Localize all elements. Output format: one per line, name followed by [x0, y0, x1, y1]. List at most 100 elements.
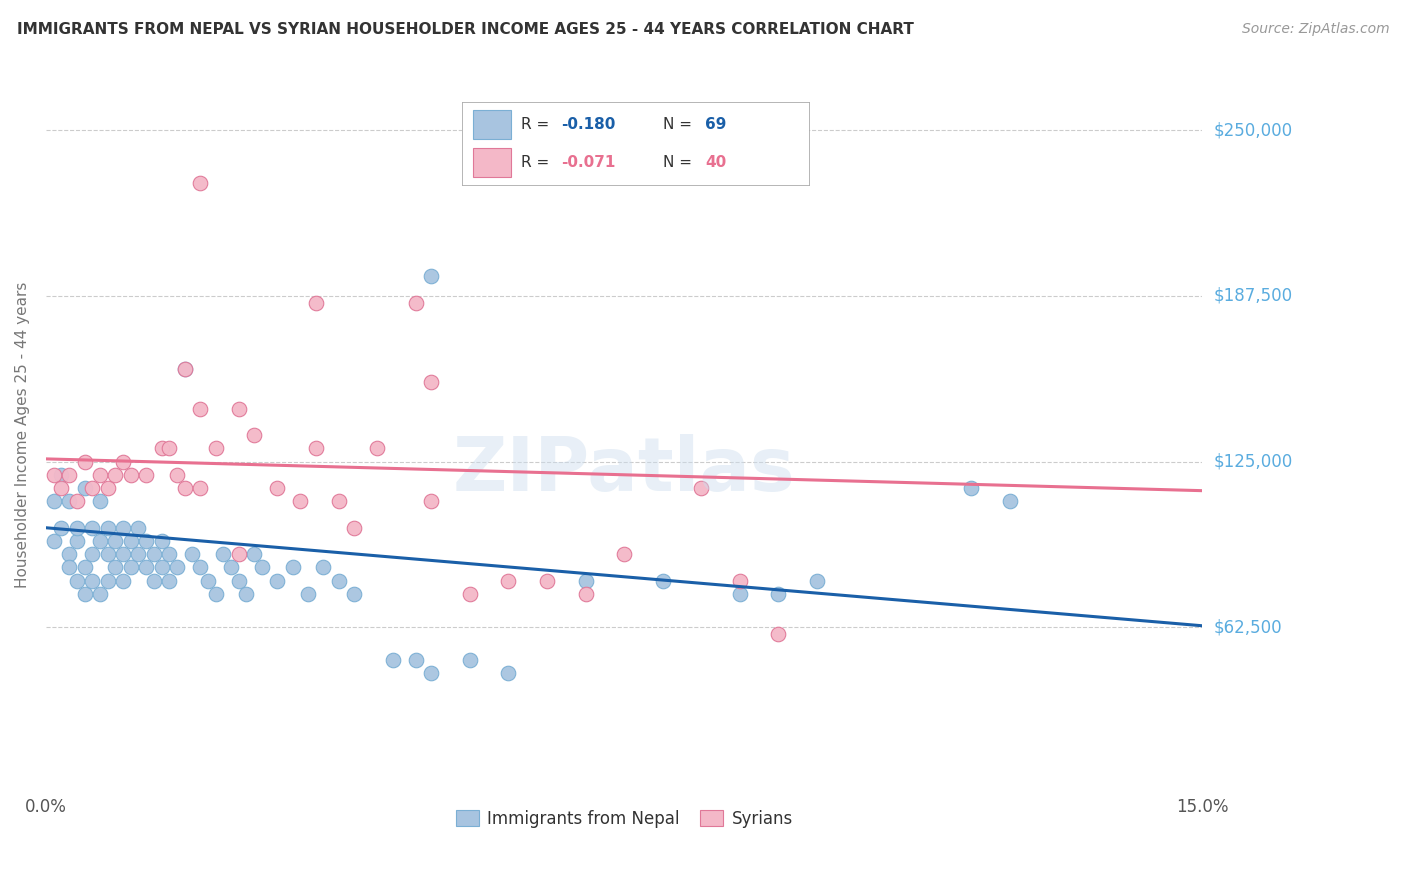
Point	[104, 560, 127, 574]
Point	[328, 574, 350, 588]
Point	[97, 521, 120, 535]
Point	[89, 587, 111, 601]
Point	[58, 494, 80, 508]
Point	[66, 521, 89, 535]
Point	[405, 653, 427, 667]
Point	[142, 547, 165, 561]
Point	[366, 442, 388, 456]
Point	[343, 587, 366, 601]
Point	[690, 481, 713, 495]
Point	[73, 454, 96, 468]
Point	[66, 494, 89, 508]
Point	[574, 587, 596, 601]
Point	[82, 574, 104, 588]
Point	[420, 494, 443, 508]
Point	[219, 560, 242, 574]
Point	[73, 481, 96, 495]
Point	[142, 574, 165, 588]
Point	[536, 574, 558, 588]
Point	[281, 560, 304, 574]
Point	[574, 574, 596, 588]
Point	[150, 560, 173, 574]
Point	[243, 547, 266, 561]
Point	[97, 481, 120, 495]
Point	[51, 481, 73, 495]
Point	[150, 442, 173, 456]
Point	[73, 587, 96, 601]
Text: $187,500: $187,500	[1213, 287, 1292, 305]
Point	[305, 295, 328, 310]
Point	[998, 494, 1021, 508]
Text: Source: ZipAtlas.com: Source: ZipAtlas.com	[1241, 22, 1389, 37]
Point	[305, 442, 328, 456]
Point	[420, 269, 443, 284]
Point	[458, 587, 481, 601]
Point	[82, 521, 104, 535]
Point	[243, 428, 266, 442]
Point	[127, 547, 149, 561]
Point	[806, 574, 828, 588]
Point	[120, 560, 142, 574]
Point	[768, 587, 790, 601]
Point	[228, 401, 250, 416]
Point	[266, 574, 288, 588]
Point	[112, 521, 135, 535]
Point	[613, 547, 636, 561]
Point	[66, 534, 89, 549]
Point	[173, 361, 195, 376]
Text: ZIPatlas: ZIPatlas	[453, 434, 796, 508]
Point	[66, 574, 89, 588]
Point	[328, 494, 350, 508]
Point	[112, 574, 135, 588]
Point	[127, 521, 149, 535]
Text: $125,000: $125,000	[1213, 452, 1292, 471]
Point	[498, 666, 520, 681]
Point	[104, 534, 127, 549]
Point	[188, 401, 211, 416]
Point	[420, 666, 443, 681]
Point	[166, 560, 188, 574]
Point	[297, 587, 319, 601]
Point	[728, 587, 751, 601]
Point	[97, 547, 120, 561]
Point	[58, 560, 80, 574]
Point	[135, 560, 157, 574]
Point	[135, 534, 157, 549]
Point	[768, 626, 790, 640]
Point	[73, 560, 96, 574]
Point	[97, 574, 120, 588]
Point	[228, 547, 250, 561]
Point	[204, 442, 226, 456]
Point	[228, 574, 250, 588]
Text: $62,500: $62,500	[1213, 618, 1282, 636]
Point	[651, 574, 673, 588]
Point	[188, 177, 211, 191]
Point	[104, 467, 127, 482]
Point	[197, 574, 219, 588]
Point	[266, 481, 288, 495]
Point	[960, 481, 983, 495]
Point	[405, 295, 427, 310]
Point	[173, 361, 195, 376]
Point	[89, 467, 111, 482]
Point	[112, 547, 135, 561]
Point	[420, 375, 443, 389]
Point	[51, 467, 73, 482]
Point	[135, 467, 157, 482]
Point	[89, 494, 111, 508]
Text: IMMIGRANTS FROM NEPAL VS SYRIAN HOUSEHOLDER INCOME AGES 25 - 44 YEARS CORRELATIO: IMMIGRANTS FROM NEPAL VS SYRIAN HOUSEHOL…	[17, 22, 914, 37]
Point	[166, 467, 188, 482]
Point	[188, 481, 211, 495]
Point	[157, 442, 180, 456]
Point	[312, 560, 335, 574]
Point	[150, 534, 173, 549]
Point	[51, 521, 73, 535]
Y-axis label: Householder Income Ages 25 - 44 years: Householder Income Ages 25 - 44 years	[15, 282, 30, 588]
Point	[58, 547, 80, 561]
Point	[250, 560, 273, 574]
Point	[235, 587, 257, 601]
Point	[120, 534, 142, 549]
Point	[181, 547, 204, 561]
Point	[212, 547, 235, 561]
Point	[188, 560, 211, 574]
